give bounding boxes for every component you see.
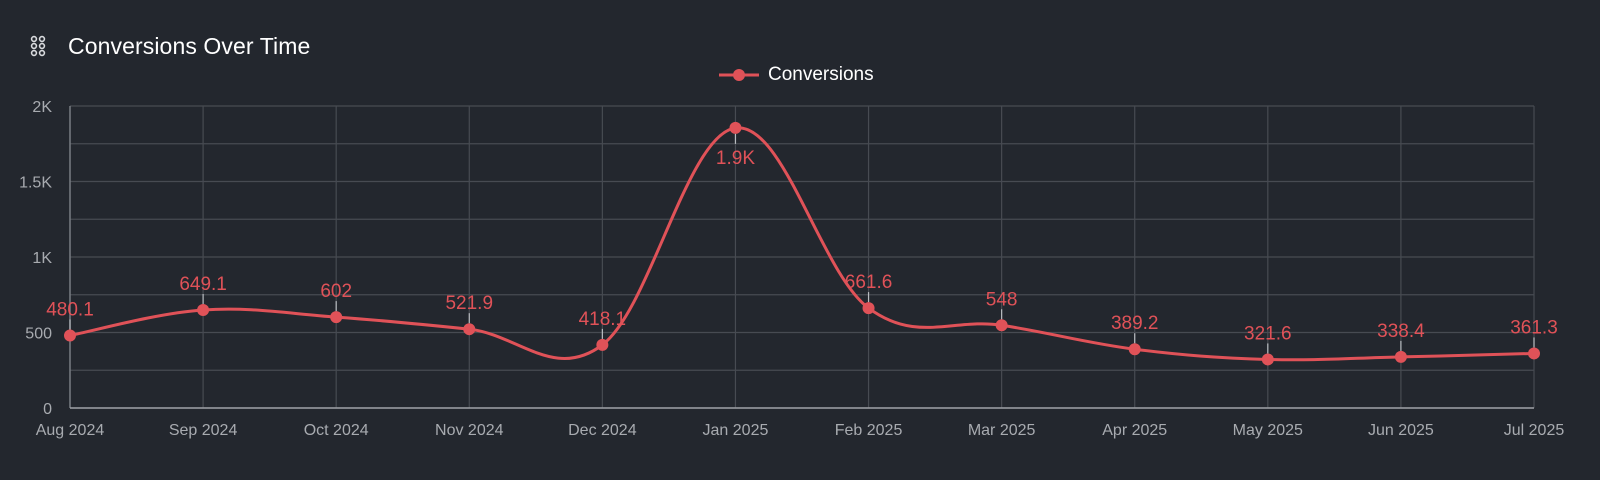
x-tick-label: Sep 2024 [169,422,238,439]
x-tick-label: May 2025 [1233,422,1303,439]
data-label: 321.6 [1244,323,1292,344]
data-label: 361.3 [1510,317,1558,338]
legend-marker-icon [719,69,759,81]
data-point[interactable] [1128,343,1141,356]
x-tick-label: Feb 2025 [835,422,903,439]
x-tick-label: Jul 2025 [1504,422,1565,439]
data-label: 1.9K [716,148,755,169]
x-tick-label: Jan 2025 [703,422,769,439]
y-tick-label: 0 [43,401,52,418]
data-point[interactable] [729,121,742,134]
y-tick-label: 2K [32,99,52,116]
data-point[interactable] [1528,347,1540,360]
data-label: 548 [986,289,1018,310]
data-point[interactable] [1261,353,1274,366]
data-label: 602 [320,281,352,302]
x-tick-label: Apr 2025 [1102,422,1167,439]
y-tick-label: 500 [25,326,52,343]
data-point[interactable] [596,338,609,351]
chart-title: Conversions Over Time [68,32,311,59]
x-tick-label: Mar 2025 [968,422,1036,439]
legend-label: Conversions [768,64,874,85]
y-tick-label: 1.5K [19,175,52,192]
x-tick-label: Dec 2024 [568,422,637,439]
data-label: 389.2 [1111,313,1159,334]
data-point[interactable] [64,329,76,342]
data-label: 521.9 [445,293,493,314]
data-point[interactable] [862,302,875,315]
data-point[interactable] [330,311,343,324]
y-tick-label: 1K [32,250,52,267]
data-label: 418.1 [579,309,627,330]
data-label: 338.4 [1377,321,1425,342]
drag-handle-icon[interactable] [30,35,46,57]
x-tick-label: Oct 2024 [304,422,369,439]
legend-item-conversions[interactable]: Conversions [718,62,874,88]
data-point[interactable] [1394,350,1407,363]
x-tick-label: Aug 2024 [36,422,105,439]
x-tick-label: Nov 2024 [435,422,504,439]
series-line-conversions [68,126,1536,362]
data-label: 649.1 [179,274,227,295]
data-point[interactable] [995,319,1008,332]
data-label: 480.1 [46,300,94,321]
data-label: 661.6 [845,272,893,293]
x-tick-label: Jun 2025 [1368,422,1434,439]
data-point[interactable] [463,323,476,336]
data-point[interactable] [197,303,210,316]
chart-header: Conversions Over Time [30,28,310,64]
